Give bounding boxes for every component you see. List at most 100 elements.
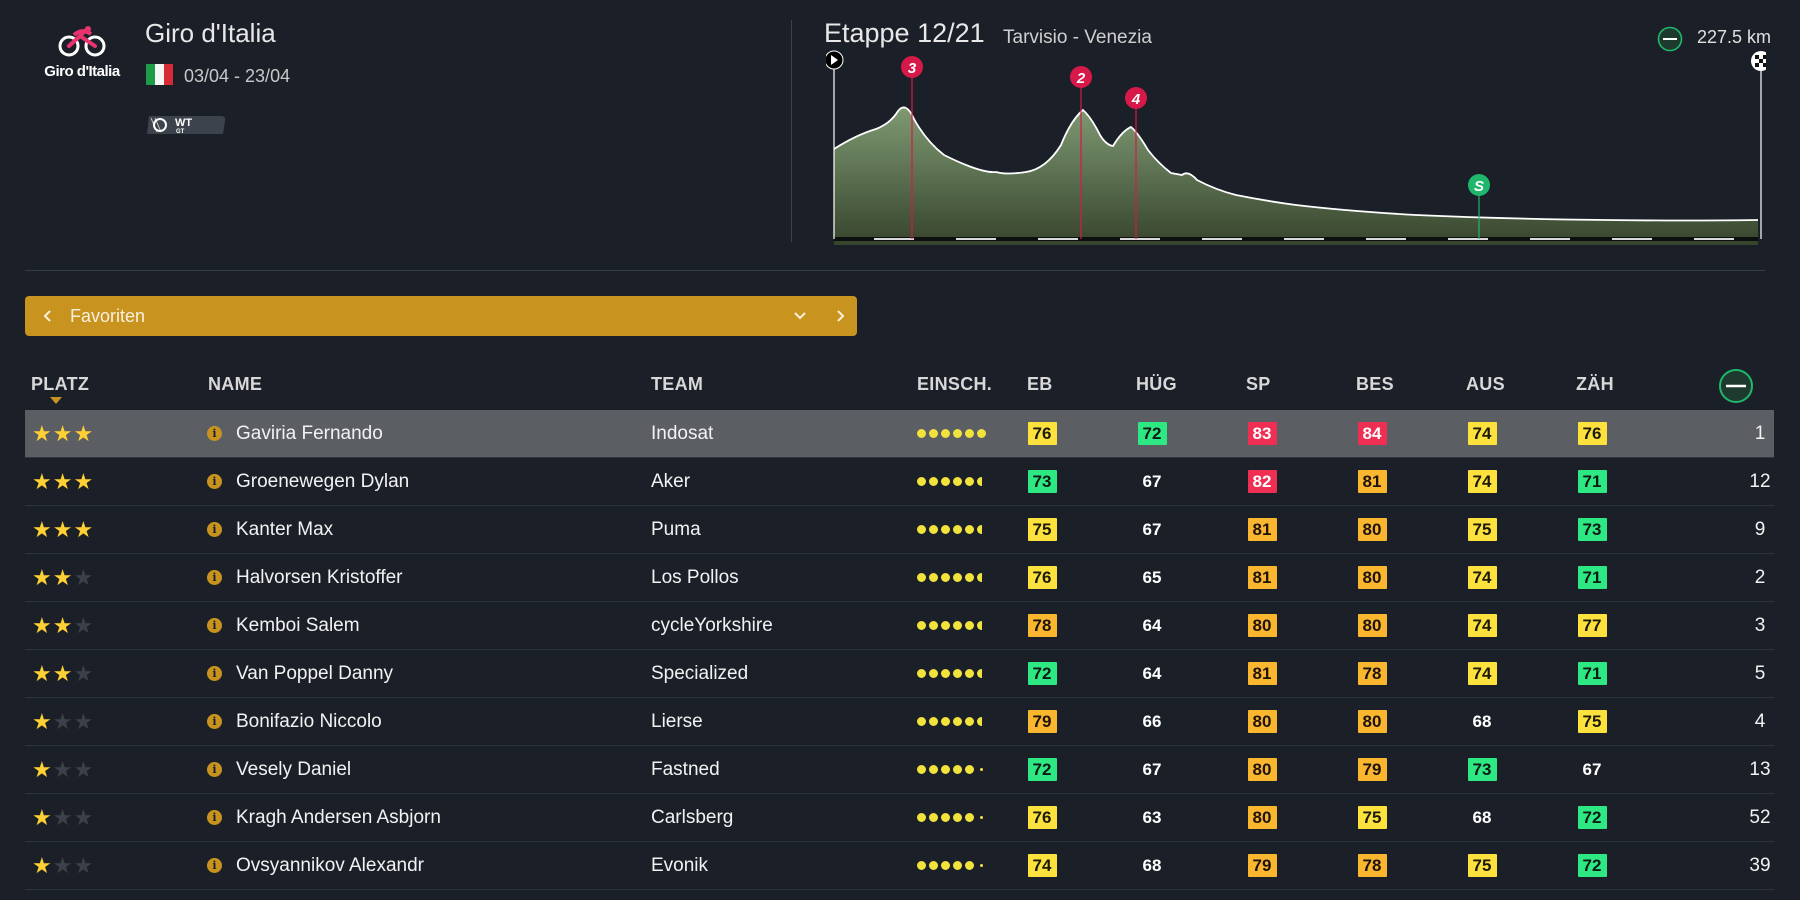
stage-elevation-profile: 3 2 4 S [826, 50, 1766, 245]
rider-info-button[interactable]: i [207, 794, 222, 841]
rider-name[interactable]: Kemboi Salem [236, 614, 360, 636]
rider-row[interactable]: ★ ★ ★ i Vesely Daniel Fastned 72 67 80 79 73 67 13 [25, 746, 1774, 794]
sprint-marker: S [1468, 174, 1490, 239]
rider-row[interactable]: ★ ★ ★ i Kemboi Salem cycleYorkshire 78 64 80 80 74… [25, 602, 1774, 650]
rider-rating-stars: ★ ★ ★ [32, 458, 94, 505]
form-dot-half [977, 717, 982, 726]
flat-stage-rank: 9 [1754, 518, 1766, 540]
column-header-hug[interactable]: HÜG [1136, 374, 1177, 394]
form-dot [953, 429, 962, 438]
stat-hug: 65 [1136, 554, 1168, 601]
rider-info-button[interactable]: i [207, 650, 222, 697]
rider-row[interactable]: ★ ★ ★ i Halvorsen Kristoffer Los Pollos 76 65 81… [25, 554, 1774, 602]
column-header-name[interactable]: NAME [208, 374, 263, 394]
race-dates: 03/04 - 23/04 [184, 66, 291, 86]
form-dot [941, 621, 950, 630]
rider-name[interactable]: Halvorsen Kristoffer [236, 566, 403, 588]
stat-aus: 74 [1466, 458, 1498, 505]
rider-row[interactable]: ★ ★ ★ i Ovsyannikov Alexandr Evonik 74 68 79 78 75… [25, 842, 1774, 890]
stat-aus: 74 [1466, 650, 1498, 697]
rider-name[interactable]: Groenewegen Dylan [236, 470, 410, 492]
column-header-zah[interactable]: ZÄH [1576, 374, 1614, 394]
chevron-left-icon [43, 310, 51, 322]
column-header-eb[interactable]: EB [1027, 374, 1053, 394]
stat-eb: 79 [1026, 698, 1058, 745]
rider-name[interactable]: Kanter Max [236, 518, 334, 540]
column-header-platz[interactable]: PLATZ [31, 374, 90, 394]
star-icon: ★ [52, 420, 73, 446]
climb-marker-label: 4 [1131, 91, 1141, 108]
star-icon: ★ [32, 756, 52, 782]
rider-info-button[interactable]: i [207, 698, 222, 745]
rider-info-button[interactable]: i [207, 506, 222, 553]
stat-eb: 73 [1026, 458, 1058, 505]
column-header-bes[interactable]: BES [1356, 374, 1394, 394]
flat-stage-rank: 52 [1749, 806, 1771, 828]
filter-next-button[interactable] [825, 296, 855, 336]
rider-info-button[interactable]: i [207, 410, 222, 457]
stat-value: 71 [1577, 470, 1607, 493]
stat-bes: 78 [1356, 842, 1388, 889]
stat-hug: 63 [1136, 794, 1168, 841]
form-dot [953, 861, 962, 870]
rider-info-button[interactable]: i [207, 554, 222, 601]
column-header-sp[interactable]: SP [1246, 374, 1271, 394]
rider-name[interactable]: Gaviria Fernando [236, 422, 383, 444]
stat-value: 79 [1247, 854, 1277, 877]
form-dot [965, 861, 974, 870]
stat-zah: 72 [1576, 794, 1608, 841]
sort-desc-icon [50, 397, 62, 404]
column-header-team[interactable]: TEAM [651, 374, 704, 394]
stat-value: 80 [1247, 710, 1277, 733]
stat-hug: 72 [1136, 410, 1168, 457]
rider-team: Los Pollos [651, 566, 739, 588]
rider-row[interactable]: ★ ★ ★ i Van Poppel Danny Specialized 72 64 81 78 7… [25, 650, 1774, 698]
rider-info-button[interactable]: i [207, 842, 222, 889]
rider-info-button[interactable]: i [207, 602, 222, 649]
stat-aus: 74 [1466, 554, 1498, 601]
rider-name[interactable]: Kragh Andersen Asbjorn [236, 806, 441, 828]
sprint-marker-label: S [1474, 178, 1484, 195]
rider-info-button[interactable]: i [207, 746, 222, 793]
rider-row[interactable]: ★ ★ ★ i Groenewegen Dylan Aker 73 67 82 81 74 71 12 [25, 458, 1774, 506]
star-icon: ★ [52, 516, 73, 542]
stat-aus: 68 [1466, 794, 1498, 841]
form-dot [917, 621, 926, 630]
rider-row[interactable]: ★ ★ ★ i Gaviria Fernando Indosat 76 72 83 84 74 76 1 [25, 410, 1774, 458]
flat-stage-rank-header-icon[interactable] [1718, 368, 1754, 404]
form-dot [929, 813, 938, 822]
rider-rating-stars: ★ ★ ★ [32, 698, 94, 745]
rider-row[interactable]: ★ ★ ★ i Kanter Max Puma 75 67 81 80 75 73 9 [25, 506, 1774, 554]
form-dot [929, 717, 938, 726]
rider-team: Puma [651, 518, 701, 540]
form-dot-empty [980, 768, 983, 771]
rider-row[interactable]: ★ ★ ★ i Bonifazio Niccolo Lierse 79 66 80 80 68 75 4 [25, 698, 1774, 746]
start-icon [826, 50, 844, 70]
finish-flag-icon [1751, 51, 1766, 71]
star-icon: ★ [52, 564, 73, 590]
rider-name[interactable]: Bonifazio Niccolo [236, 710, 382, 732]
stat-bes: 80 [1356, 554, 1388, 601]
form-dot [977, 429, 986, 438]
stat-value: 72 [1027, 758, 1057, 781]
rider-team: Carlsberg [651, 806, 734, 828]
stat-value: 74 [1467, 614, 1497, 637]
column-header-einsch[interactable]: EINSCH. [917, 374, 993, 394]
rider-row[interactable]: ★ ★ ★ i Kragh Andersen Asbjorn Carlsberg 76 63 8… [25, 794, 1774, 842]
rider-name[interactable]: Van Poppel Danny [236, 662, 394, 684]
stat-value: 64 [1142, 664, 1162, 683]
stat-zah: 73 [1576, 506, 1608, 553]
column-header-aus[interactable]: AUS [1466, 374, 1505, 394]
filter-bar[interactable]: Favoriten [25, 296, 857, 336]
stat-zah: 76 [1576, 410, 1608, 457]
rider-rating-stars: ★ ★ ★ [32, 842, 94, 889]
info-icon: i [207, 426, 222, 441]
filter-dropdown-button[interactable] [785, 296, 815, 336]
stat-value: 75 [1467, 854, 1497, 877]
rider-name[interactable]: Vesely Daniel [236, 758, 352, 780]
filter-prev-button[interactable] [33, 296, 63, 336]
form-dot-half [977, 573, 982, 582]
rider-form-dots [917, 554, 985, 601]
rider-info-button[interactable]: i [207, 458, 222, 505]
rider-name[interactable]: Ovsyannikov Alexandr [236, 854, 424, 876]
